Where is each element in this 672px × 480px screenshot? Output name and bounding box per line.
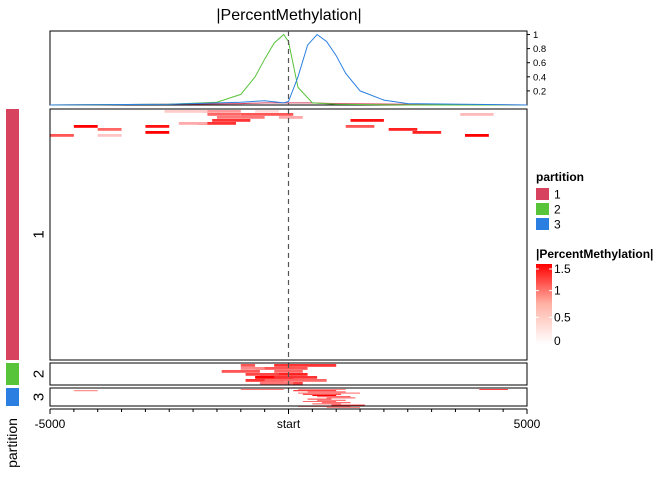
legend-label: 2 — [554, 203, 561, 217]
heatmap-segment — [326, 397, 356, 399]
color-legend-tick-label: 0 — [554, 334, 561, 348]
partition-bar-1 — [6, 109, 19, 360]
heatmap-segment — [302, 393, 341, 395]
heatmap-segment — [278, 116, 303, 119]
heatmap-segment — [412, 131, 442, 134]
chart-title: |PercentMethylation| — [216, 7, 361, 24]
heatmap-segment — [321, 402, 351, 404]
heatmap-segment — [221, 370, 260, 373]
heatmap-body — [49, 108, 528, 408]
heatmap-segment — [274, 376, 318, 379]
profile-y-tick-label: 0.4 — [533, 72, 546, 83]
heatmap-segment — [73, 125, 98, 128]
profile-y-tick-label: 0.6 — [533, 58, 546, 69]
color-legend-tick-label: 1.5 — [554, 262, 571, 276]
heatmap-segment — [479, 389, 508, 390]
heatmap-segment — [298, 389, 346, 390]
legend-swatch-1 — [536, 188, 549, 200]
heatmap-segment — [326, 407, 361, 408]
heatmap-segment — [240, 367, 265, 370]
heatmap-segment — [255, 367, 308, 370]
heatmap-segment — [240, 364, 256, 367]
heatmap-segment — [245, 373, 279, 376]
heatmap-segment — [255, 110, 279, 113]
color-scale-bar — [536, 264, 552, 344]
heatmap-segment — [274, 364, 337, 367]
heatmap-segment — [240, 113, 294, 116]
heatmap-segment — [240, 389, 284, 390]
heatmap-segment — [317, 399, 346, 401]
profile-y-tick-label: 1 — [533, 30, 538, 41]
heatmap-segment — [317, 396, 351, 398]
heatmap-segment — [207, 113, 241, 116]
heatmap-segment — [307, 398, 332, 400]
heatmap-segment — [178, 122, 208, 125]
heatmap-segment — [264, 379, 327, 382]
legend-label: 1 — [554, 188, 561, 202]
heatmap-segment — [460, 113, 494, 116]
partition-row-label: 1 — [30, 230, 47, 238]
heatmap-segment — [345, 125, 375, 128]
partition-bar-3 — [6, 388, 19, 406]
color-legend-title: |PercentMethylation| — [536, 247, 653, 261]
partition-annotation-bar: 1 2 3 — [6, 109, 47, 406]
legend: partition |PercentMethylation| 1231.510.… — [536, 170, 653, 348]
x-tick-label: start — [277, 417, 301, 431]
heatmap-segment — [464, 134, 489, 137]
heatmap-slice-1-frame — [49, 108, 528, 361]
color-legend-tick-label: 0.5 — [554, 310, 571, 324]
heatmap-segment — [293, 390, 337, 392]
legend-label: 3 — [554, 218, 561, 232]
heatmap-segment — [212, 119, 251, 122]
x-tick-label: -5000 — [35, 417, 66, 431]
heatmap-segment — [312, 395, 337, 396]
heatmap-segment — [274, 370, 303, 373]
profile-plot: 1 0.8 0.6 0.4 0.2 — [49, 30, 546, 106]
partition-row-label: 2 — [30, 370, 47, 378]
heatmap-segment — [259, 382, 294, 385]
heatmap-segment — [97, 134, 122, 137]
heatmap-segment — [73, 390, 98, 392]
heatmap-segment — [312, 403, 341, 405]
x-tick-label: 5000 — [514, 417, 541, 431]
legend-swatch-3 — [536, 218, 549, 230]
heatmap-segment — [50, 134, 74, 137]
heatmap-segment — [350, 119, 384, 122]
heatmap-segment — [145, 125, 170, 128]
heatmap-segment — [164, 110, 208, 113]
heatmap-segment — [388, 128, 418, 131]
heatmap-slice-2-frame — [49, 362, 528, 386]
heatmap-slice-3-frame — [49, 387, 528, 407]
partition-row-label: 3 — [30, 393, 47, 401]
heatmap-segment — [202, 110, 241, 113]
x-axis: -5000 start 5000 — [35, 408, 541, 431]
heatmap-segment — [298, 392, 361, 394]
heatmap-segment — [197, 122, 237, 125]
heatmap-segment — [307, 391, 346, 393]
partition-axis-label: partition — [4, 418, 20, 468]
partition-bar-2 — [6, 363, 19, 385]
heatmap-segment — [145, 131, 170, 134]
heatmap-segment — [302, 401, 337, 402]
partition-legend-title: partition — [536, 170, 584, 184]
heatmap-segment — [259, 373, 308, 376]
profile-line-3 — [49, 33, 528, 106]
heatmap-segment — [331, 404, 365, 406]
profile-y-tick-label: 0.2 — [533, 86, 546, 97]
profile-y-tick-label: 0.8 — [533, 44, 546, 55]
legend-swatch-2 — [536, 203, 549, 215]
profile-line-2 — [49, 33, 527, 106]
heatmap-segment — [216, 116, 265, 119]
color-legend-tick-label: 1 — [554, 284, 561, 298]
heatmap-segment — [97, 128, 122, 131]
